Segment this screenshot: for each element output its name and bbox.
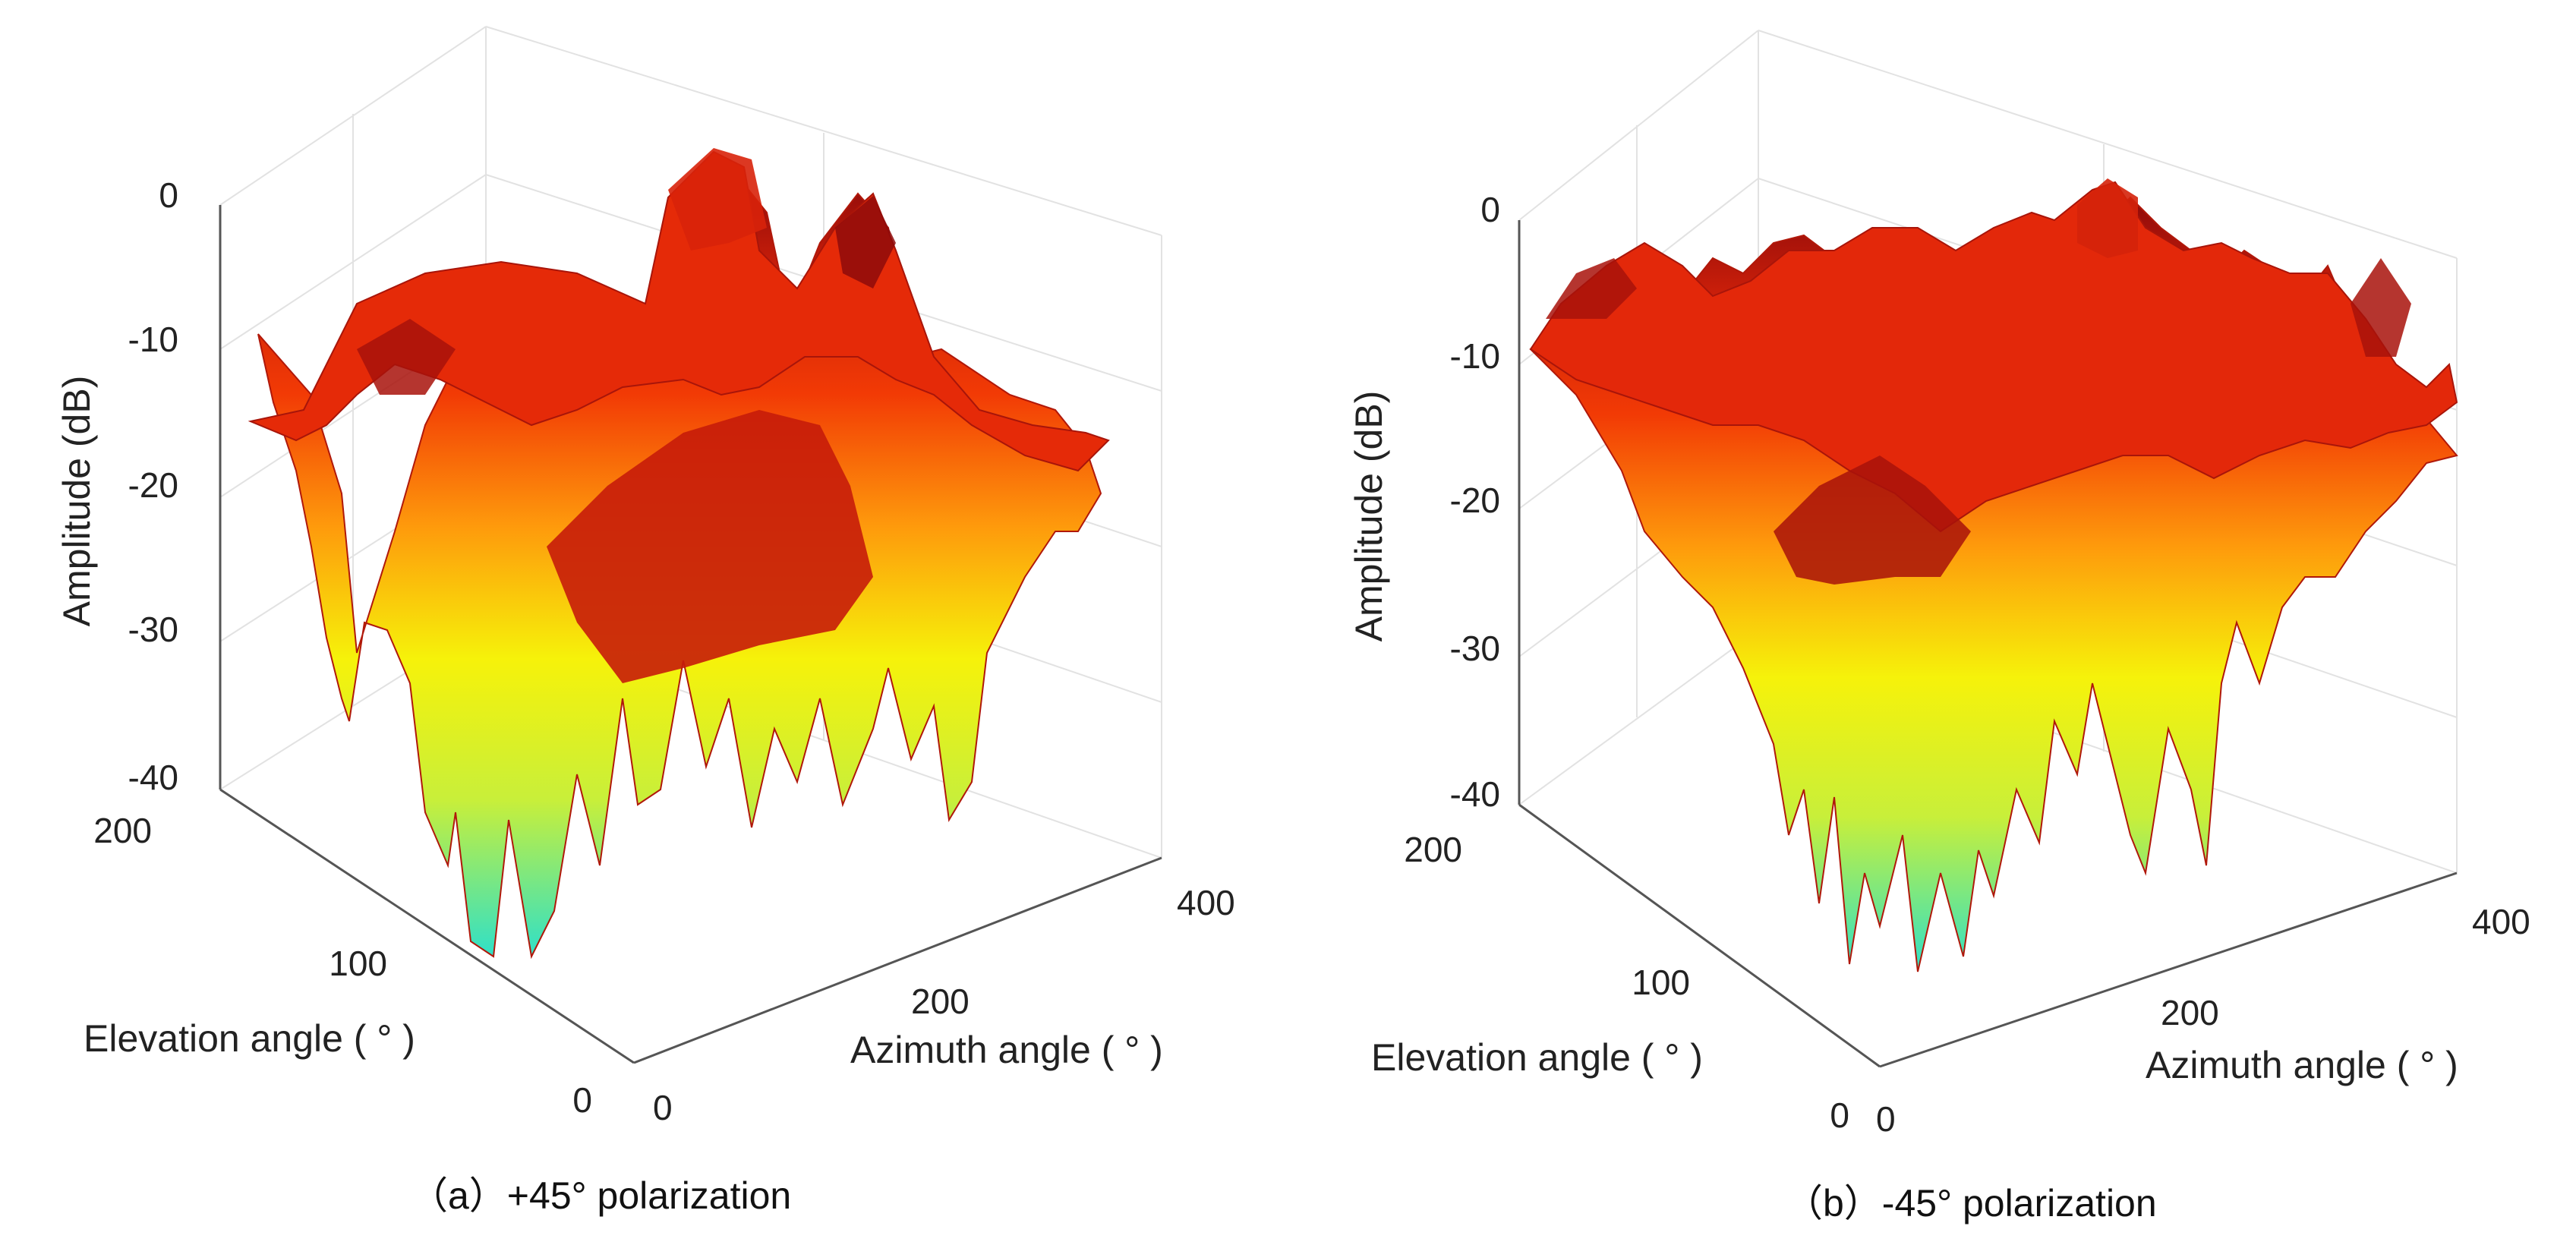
- y-tick-label: 0: [1830, 1095, 1849, 1135]
- y-tick-label: 100: [1632, 963, 1690, 1002]
- z-tick-label: -10: [1450, 336, 1500, 376]
- z-ticks-b: 0 -10 -20 -30 -40: [1450, 190, 1500, 814]
- z-tick-label: -20: [1450, 481, 1500, 520]
- surface-peak-back-b: [1546, 258, 1637, 319]
- caption-b: （b）-45° polarization: [1785, 1182, 2157, 1225]
- x-ticks-a: 0 200 400: [653, 883, 1235, 1127]
- x-tick-label: 400: [1177, 883, 1235, 922]
- z-tick-label: -20: [128, 465, 178, 505]
- surface-peak-top-a: [668, 148, 767, 251]
- x-tick-label: 0: [1876, 1099, 1896, 1139]
- y-tick-label: 200: [93, 811, 152, 850]
- z-tick-label: 0: [1480, 190, 1500, 229]
- y-ticks-a: 200 100 0: [93, 811, 592, 1120]
- chart-panel-b: 0 -10 -20 -30 -40 200 100 0 0 200 400 Am…: [1288, 0, 2575, 1245]
- y-axis-label: Elevation angle ( ° ): [84, 1017, 415, 1060]
- z-tick-label: -40: [1450, 774, 1500, 814]
- surface-plot-a: 0 -10 -20 -30 -40 200 100 0 0 200 400 Am…: [55, 26, 1235, 1127]
- axes-a: [219, 205, 1162, 1064]
- surface-peak-right-a: [835, 196, 896, 288]
- surface-mesh-a: [248, 148, 1110, 960]
- x-tick-label: 400: [2472, 902, 2530, 941]
- y-axis-label: Elevation angle ( ° ): [1371, 1036, 1703, 1079]
- surface-peak-top-b: [2077, 178, 2138, 258]
- z-tick-label: -10: [128, 320, 178, 359]
- x-tick-label: 200: [911, 982, 970, 1021]
- z-tick-label: -30: [1450, 629, 1500, 668]
- surface-peak-right-b: [2351, 258, 2411, 357]
- surface-peak-a: [547, 410, 873, 683]
- z-axis-label: Amplitude (dB): [1348, 391, 1390, 642]
- x-tick-label: 0: [653, 1088, 673, 1127]
- surface-plot-b: 0 -10 -20 -30 -40 200 100 0 0 200 400 Am…: [1348, 30, 2530, 1139]
- y-tick-label: 100: [329, 944, 387, 983]
- axes-b: [1518, 220, 2458, 1068]
- z-tick-label: -30: [128, 610, 178, 649]
- x-axis-label: Azimuth angle ( ° ): [850, 1029, 1163, 1071]
- y-ticks-b: 200 100 0: [1404, 830, 1849, 1135]
- surface-ridge-a: [248, 150, 1110, 472]
- chart-panel-a: 0 -10 -20 -30 -40 200 100 0 0 200 400 Am…: [55, 26, 1235, 1217]
- z-axis-label: Amplitude (dB): [55, 376, 98, 627]
- y-tick-label: 200: [1404, 830, 1462, 869]
- surface-peak-left-b: [1774, 455, 1971, 585]
- x-axis-label: Azimuth angle ( ° ): [2146, 1044, 2458, 1086]
- surface-mesh-b: [1529, 178, 2458, 972]
- z-ticks-a: 0 -10 -20 -30 -40: [128, 175, 178, 797]
- y-tick-label: 0: [572, 1080, 592, 1120]
- caption-a: （a）+45° polarization: [410, 1174, 792, 1217]
- x-ticks-b: 0 200 400: [1876, 902, 2530, 1139]
- surface-peak-left-a: [357, 319, 456, 395]
- z-tick-label: -40: [128, 758, 178, 797]
- x-tick-label: 200: [2161, 993, 2219, 1032]
- z-tick-label: 0: [159, 175, 178, 215]
